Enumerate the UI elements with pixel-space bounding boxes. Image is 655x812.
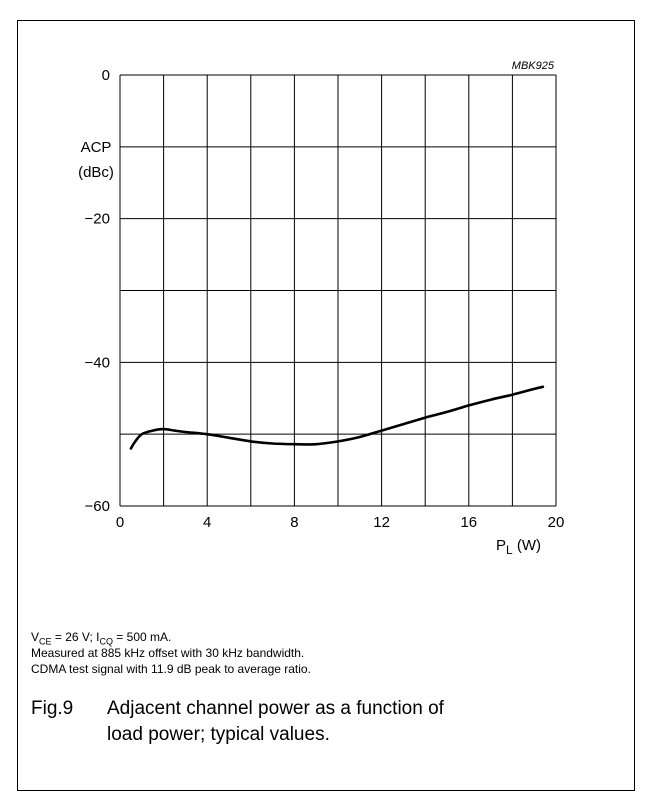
y-tick-label: −20 [85,211,110,228]
acp-chart: 0 4 8 12 16 20 0 −20 −40 −60 MBK925 ACP (dBc) PL (W) [78,60,565,557]
x-tick-label: 16 [460,514,477,531]
tick-labels: 0 4 8 12 16 20 0 −20 −40 −60 [85,67,565,531]
conditions-line-3: CDMA test signal with 11.9 dB peak to av… [31,662,311,676]
y-axis-label-line-1: ACP [81,139,112,156]
x-axis-label: PL (W) [496,537,541,557]
figure-number: Fig.9 [31,698,74,719]
conditions-line-1: VCE = 26 V; ICQ = 500 mA. [31,630,172,647]
y-tick-label: 0 [102,67,110,84]
y-tick-label: −60 [85,498,110,515]
x-tick-label: 8 [290,514,298,531]
x-tick-label: 4 [203,514,211,531]
curve-layer [129,385,545,450]
caption-line-2: load power; typical values. [107,724,330,745]
x-tick-label: 20 [548,514,565,531]
caption-line-1: Adjacent channel power as a function of [107,698,444,719]
x-tick-label: 12 [373,514,390,531]
chart-grid [119,74,557,507]
figure-frame: 0 4 8 12 16 20 0 −20 −40 −60 MBK925 ACP (dBc) PL (W)… [17,20,635,791]
chart-code: MBK925 [512,60,555,72]
acp-curve [129,385,545,450]
axis-labels: MBK925 ACP (dBc) PL (W) [78,60,555,557]
conditions-line-2: Measured at 885 kHz offset with 30 kHz b… [31,646,305,660]
y-tick-label: −40 [85,354,110,371]
y-axis-label-line-2: (dBc) [78,164,114,181]
x-tick-label: 0 [116,514,124,531]
